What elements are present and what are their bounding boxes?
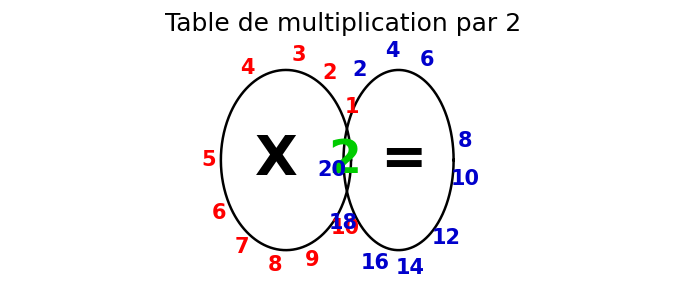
Text: 10: 10 (330, 218, 359, 238)
Text: Table de multiplication par 2: Table de multiplication par 2 (166, 12, 521, 36)
Text: 14: 14 (396, 258, 425, 278)
Text: 6: 6 (212, 203, 227, 223)
Text: X: X (255, 133, 297, 187)
Text: 12: 12 (431, 228, 460, 248)
Text: 8: 8 (268, 255, 282, 275)
Text: 4: 4 (240, 58, 255, 78)
Text: 18: 18 (329, 213, 358, 233)
Text: 2: 2 (328, 138, 361, 182)
Text: 5: 5 (202, 150, 216, 170)
Text: 9: 9 (305, 250, 319, 270)
Text: 16: 16 (361, 253, 390, 273)
Text: 10: 10 (450, 169, 480, 189)
Text: 2: 2 (353, 60, 368, 80)
Text: 6: 6 (420, 50, 434, 70)
Text: =: = (381, 133, 427, 187)
Text: 8: 8 (458, 131, 472, 151)
Text: 20: 20 (317, 160, 346, 180)
Text: 7: 7 (235, 237, 249, 257)
Text: 1: 1 (345, 97, 360, 117)
Text: 4: 4 (385, 40, 400, 61)
Text: 2: 2 (323, 63, 337, 83)
Text: 3: 3 (292, 45, 306, 65)
